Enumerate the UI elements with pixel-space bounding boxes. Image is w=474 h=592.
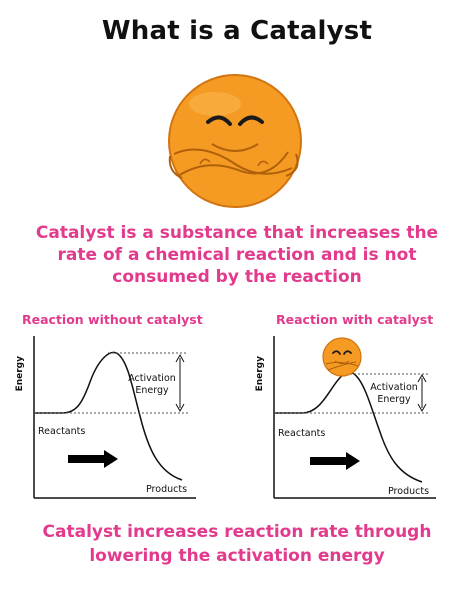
products-label: Products [388,486,429,497]
diagram-title-with-catalyst: Reaction with catalyst [276,312,434,327]
reaction-direction-arrow [68,450,118,468]
activation-arrow-head-up [417,373,427,383]
activation-energy-label-line1: Activation [128,373,176,384]
energy-diagram-without-catalyst: Energy Activation Energy Reactants Produ… [15,336,196,499]
diagram-title-without-catalyst: Reaction without catalyst [22,312,203,327]
energy-curve [34,351,183,481]
products-label: Products [146,484,187,495]
small-catalyst-mascot-icon [322,337,362,377]
energy-curve [274,371,423,483]
page-title: What is a Catalyst [101,16,373,46]
activation-arrow-head-down [175,403,185,413]
reactants-label: Reactants [38,426,85,437]
activation-energy-label-line2: Energy [135,385,169,396]
y-axis-label: Energy [15,356,25,392]
activation-energy-label-line2: Energy [377,394,411,405]
y-axis-label: Energy [255,356,265,392]
activation-arrow-head-up [175,353,185,363]
activation-arrow-head-down [417,403,427,413]
catalyst-conclusion: Catalyst increases reaction rate through… [42,522,432,566]
catalyst-definition: Catalyst is a substance that increases t… [35,223,439,287]
energy-diagram-with-catalyst: Energy Activation Energy Reactants Produ… [255,336,436,499]
catalyst-mascot-icon [168,74,302,208]
reaction-direction-arrow [310,452,360,470]
reactants-label: Reactants [278,428,325,439]
activation-energy-label-line1: Activation [370,382,418,393]
